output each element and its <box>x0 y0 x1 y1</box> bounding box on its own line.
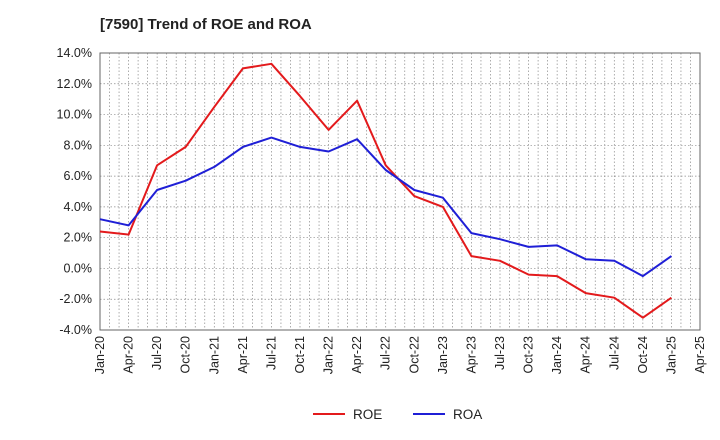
x-tick-label: Jul-21 <box>264 336 278 370</box>
x-tick-label: Jan-20 <box>93 336 107 374</box>
x-tick-label: Jan-24 <box>550 336 564 374</box>
x-tick-label: Apr-25 <box>693 336 707 374</box>
x-tick-label: Jan-25 <box>664 336 678 374</box>
x-tick-label: Jul-23 <box>493 336 507 370</box>
x-tick-label: Jan-23 <box>436 336 450 374</box>
series-line-roe <box>99 62 672 319</box>
x-tick-label: Apr-20 <box>122 336 136 374</box>
series-line-roa <box>99 136 672 278</box>
x-tick-label: Jan-21 <box>207 336 221 374</box>
y-tick-label: 10.0% <box>57 108 92 122</box>
y-tick-label: 12.0% <box>57 77 92 91</box>
y-tick-label: 2.0% <box>64 231 93 245</box>
y-tick-label: -2.0% <box>59 292 92 306</box>
x-tick-label: Apr-23 <box>464 336 478 374</box>
x-tick-label: Oct-23 <box>522 336 536 374</box>
y-tick-label: 4.0% <box>64 200 93 214</box>
x-tick-label: Apr-22 <box>350 336 364 374</box>
y-tick-label: 8.0% <box>64 138 93 152</box>
legend-label-roa: ROA <box>453 407 482 422</box>
x-tick-label: Jul-24 <box>607 336 621 370</box>
x-tick-label: Oct-24 <box>636 336 650 374</box>
x-tick-label: Apr-21 <box>236 336 250 374</box>
x-tick-label: Apr-24 <box>579 336 593 374</box>
x-tick-label: Jul-22 <box>379 336 393 370</box>
y-tick-label: 14.0% <box>57 46 92 60</box>
legend-label-roe: ROE <box>353 407 382 422</box>
chart-title: [7590] Trend of ROE and ROA <box>100 16 312 33</box>
y-tick-label: 6.0% <box>64 169 93 183</box>
x-tick-label: Oct-22 <box>407 336 421 374</box>
x-tick-label: Jul-20 <box>150 336 164 370</box>
x-tick-label: Jan-22 <box>322 336 336 374</box>
x-tick-label: Oct-20 <box>179 336 193 374</box>
plot-border <box>99 52 701 331</box>
x-tick-label: Oct-21 <box>293 336 307 374</box>
y-tick-label: 0.0% <box>64 261 93 275</box>
y-tick-label: -4.0% <box>59 323 92 337</box>
